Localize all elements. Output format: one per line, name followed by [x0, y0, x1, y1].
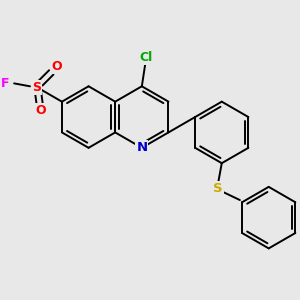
Text: S: S: [32, 81, 41, 94]
Text: Cl: Cl: [139, 51, 152, 64]
Text: O: O: [52, 60, 62, 73]
Text: N: N: [136, 141, 147, 154]
Text: S: S: [213, 182, 223, 195]
Text: F: F: [1, 77, 9, 90]
Text: O: O: [35, 104, 46, 117]
